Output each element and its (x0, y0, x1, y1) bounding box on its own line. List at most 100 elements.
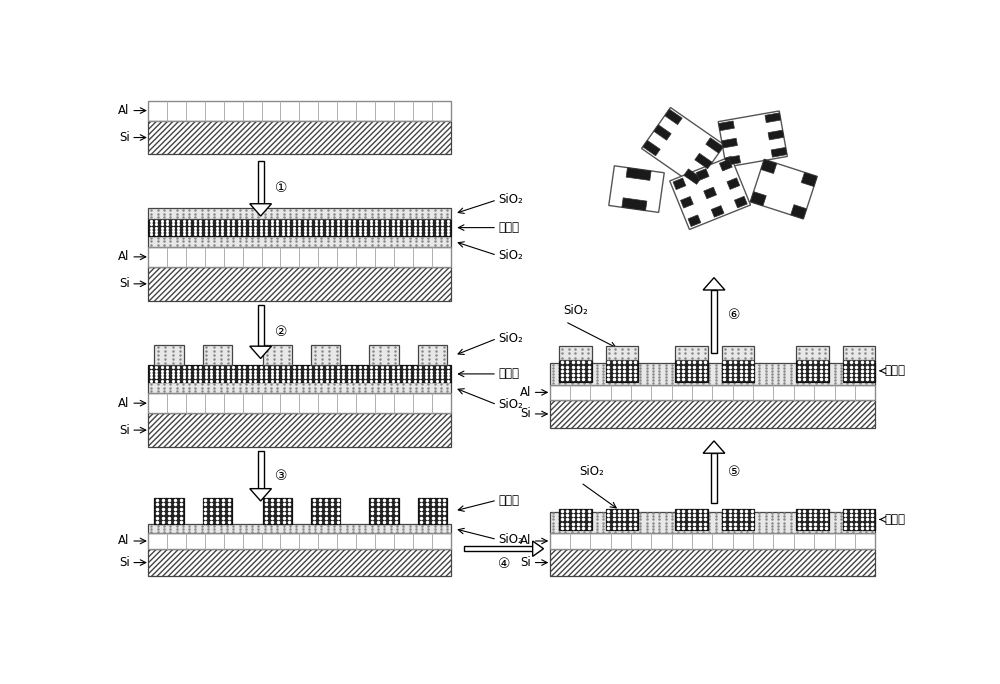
Bar (606, 346, 638, 360)
Bar (835, 384, 855, 400)
Bar (318, 393, 337, 413)
Polygon shape (673, 178, 686, 189)
Bar (432, 393, 450, 413)
Bar (318, 247, 337, 267)
Polygon shape (642, 107, 724, 186)
Bar (375, 101, 394, 120)
Bar (418, 345, 447, 365)
Bar (550, 384, 875, 400)
Text: ④: ④ (498, 557, 510, 571)
Polygon shape (681, 196, 693, 208)
Bar (337, 534, 356, 549)
Bar (796, 360, 829, 382)
Polygon shape (250, 204, 271, 216)
Polygon shape (722, 138, 737, 148)
Bar (722, 360, 754, 382)
Bar (311, 498, 340, 524)
Bar (263, 345, 292, 365)
Bar (773, 534, 794, 549)
Polygon shape (533, 541, 544, 556)
Polygon shape (719, 159, 732, 171)
Bar (205, 393, 224, 413)
Bar (148, 247, 450, 267)
Bar (712, 534, 733, 549)
Bar (280, 393, 299, 413)
Bar (148, 393, 167, 413)
Bar (550, 534, 570, 549)
Bar (672, 384, 692, 400)
Bar (550, 384, 570, 400)
Text: 磁流体: 磁流体 (499, 494, 520, 507)
Bar (148, 413, 450, 447)
Polygon shape (725, 155, 741, 166)
Bar (167, 101, 186, 120)
Text: Si: Si (119, 131, 130, 144)
Bar (606, 360, 638, 382)
Bar (262, 101, 280, 120)
Text: Al: Al (118, 397, 130, 410)
Bar (722, 509, 754, 530)
Text: Al: Al (520, 534, 531, 547)
Polygon shape (801, 172, 817, 187)
Polygon shape (761, 159, 777, 174)
Bar (148, 101, 167, 120)
Polygon shape (670, 157, 751, 230)
Polygon shape (654, 124, 671, 140)
Bar (148, 120, 450, 155)
Bar (337, 393, 356, 413)
Text: 磁流体: 磁流体 (499, 367, 520, 380)
Polygon shape (688, 215, 701, 226)
Bar (263, 498, 292, 524)
Bar (550, 400, 875, 428)
Bar (299, 534, 318, 549)
Bar (394, 393, 413, 413)
Bar (299, 393, 318, 413)
Bar (280, 101, 299, 120)
Polygon shape (704, 187, 717, 199)
Polygon shape (791, 205, 807, 219)
Bar (712, 384, 733, 400)
Bar (651, 384, 672, 400)
Bar (590, 384, 611, 400)
Bar (337, 101, 356, 120)
Bar (205, 101, 224, 120)
Bar (753, 534, 773, 549)
Polygon shape (727, 178, 740, 189)
Bar (318, 534, 337, 549)
Bar (299, 101, 318, 120)
Polygon shape (771, 148, 787, 157)
Bar (154, 498, 184, 524)
Bar (356, 247, 375, 267)
Bar (672, 534, 692, 549)
Bar (675, 509, 708, 530)
Polygon shape (626, 168, 651, 181)
Bar (148, 534, 167, 549)
Bar (606, 509, 638, 530)
Bar (796, 509, 829, 530)
Bar (843, 509, 875, 530)
Polygon shape (696, 169, 709, 181)
Polygon shape (684, 169, 701, 184)
Bar (675, 346, 708, 360)
Bar (413, 393, 432, 413)
Bar (148, 534, 450, 549)
Text: Si: Si (119, 277, 130, 290)
Bar (733, 384, 753, 400)
Bar (570, 534, 590, 549)
Text: Al: Al (118, 104, 130, 117)
Polygon shape (665, 109, 682, 124)
Bar (651, 534, 672, 549)
Bar (186, 101, 205, 120)
Bar (148, 382, 450, 393)
Bar (611, 534, 631, 549)
Bar (692, 384, 712, 400)
Bar (167, 247, 186, 267)
Bar (243, 247, 262, 267)
Bar (262, 393, 280, 413)
Bar (711, 453, 717, 503)
Bar (794, 384, 814, 400)
Bar (559, 346, 592, 360)
Bar (394, 534, 413, 549)
Bar (814, 384, 835, 400)
Bar (369, 498, 399, 524)
